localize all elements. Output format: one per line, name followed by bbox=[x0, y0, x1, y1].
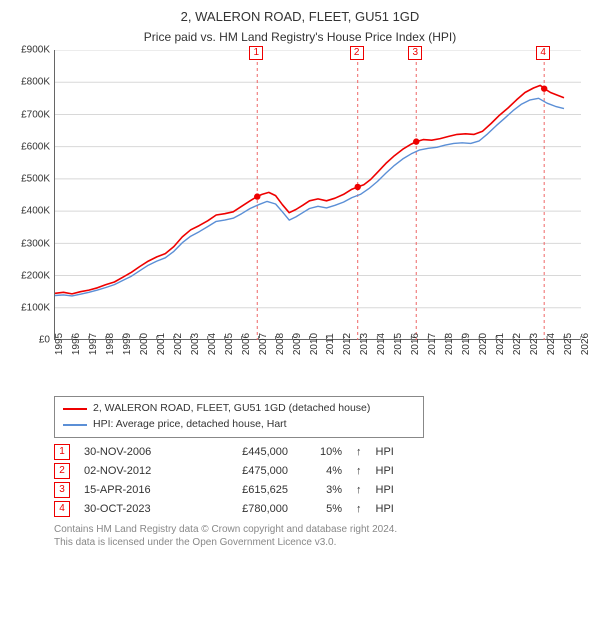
x-tick-label: 1996 bbox=[71, 333, 82, 355]
chart-title: 2, WALERON ROAD, FLEET, GU51 1GD bbox=[10, 8, 590, 26]
sales-row: 1 30-NOV-2006 £445,000 10% ↑ HPI bbox=[54, 444, 590, 460]
sales-table: 1 30-NOV-2006 £445,000 10% ↑ HPI 2 02-NOV-2012 £… bbox=[54, 444, 590, 517]
x-tick-label: 1999 bbox=[122, 333, 133, 355]
sales-badge: 1 bbox=[54, 444, 70, 460]
y-tick-label: £100K bbox=[21, 302, 50, 313]
x-tick-label: 2008 bbox=[275, 333, 286, 355]
y-tick-label: £300K bbox=[21, 238, 50, 249]
x-tick-label: 2013 bbox=[359, 333, 370, 355]
sale-marker-badge: 1 bbox=[249, 46, 263, 60]
x-tick-label: 2015 bbox=[393, 333, 404, 355]
x-tick-label: 2016 bbox=[410, 333, 421, 355]
sales-price: £615,625 bbox=[208, 484, 288, 496]
legend-swatch bbox=[63, 424, 87, 426]
y-tick-label: £800K bbox=[21, 77, 50, 88]
x-tick-label: 2009 bbox=[292, 333, 303, 355]
legend-swatch bbox=[63, 408, 87, 410]
credit-text: Contains HM Land Registry data © Crown c… bbox=[54, 523, 590, 550]
legend-label: 2, WALERON ROAD, FLEET, GU51 1GD (detach… bbox=[93, 401, 370, 417]
y-tick-label: £900K bbox=[21, 45, 50, 56]
arrow-up-icon: ↑ bbox=[356, 446, 362, 458]
x-tick-label: 1997 bbox=[88, 333, 99, 355]
y-tick-label: £0 bbox=[39, 335, 50, 346]
sales-pct: 3% bbox=[302, 484, 342, 496]
sales-date: 02-NOV-2012 bbox=[84, 465, 194, 477]
sales-date: 15-APR-2016 bbox=[84, 484, 194, 496]
x-tick-label: 2014 bbox=[376, 333, 387, 355]
y-tick-label: £500K bbox=[21, 174, 50, 185]
plot-svg bbox=[55, 50, 581, 340]
sale-marker-badge: 3 bbox=[408, 46, 422, 60]
sales-pct: 10% bbox=[302, 446, 342, 458]
sales-badge: 2 bbox=[54, 463, 70, 479]
plot-area bbox=[54, 50, 580, 340]
sales-badge: 4 bbox=[54, 501, 70, 517]
x-tick-label: 2021 bbox=[495, 333, 506, 355]
sales-hpi-label: HPI bbox=[376, 503, 416, 515]
sales-row: 4 30-OCT-2023 £780,000 5% ↑ HPI bbox=[54, 501, 590, 517]
sales-hpi-label: HPI bbox=[376, 465, 416, 477]
legend-item: HPI: Average price, detached house, Hart bbox=[63, 417, 415, 433]
x-tick-label: 1998 bbox=[105, 333, 116, 355]
y-axis: £0£100K£200K£300K£400K£500K£600K£700K£80… bbox=[10, 50, 54, 340]
x-tick-label: 2010 bbox=[309, 333, 320, 355]
sales-row: 2 02-NOV-2012 £475,000 4% ↑ HPI bbox=[54, 463, 590, 479]
x-tick-label: 2012 bbox=[342, 333, 353, 355]
sales-badge: 3 bbox=[54, 482, 70, 498]
x-tick-label: 2002 bbox=[173, 333, 184, 355]
x-tick-label: 2006 bbox=[241, 333, 252, 355]
sales-hpi-label: HPI bbox=[376, 484, 416, 496]
x-tick-label: 2000 bbox=[139, 333, 150, 355]
x-tick-label: 2001 bbox=[156, 333, 167, 355]
credit-line-2: This data is licensed under the Open Gov… bbox=[54, 536, 590, 550]
x-tick-label: 2007 bbox=[258, 333, 269, 355]
x-tick-label: 2023 bbox=[529, 333, 540, 355]
sales-price: £475,000 bbox=[208, 465, 288, 477]
sales-date: 30-OCT-2023 bbox=[84, 503, 194, 515]
sales-row: 3 15-APR-2016 £615,625 3% ↑ HPI bbox=[54, 482, 590, 498]
sales-pct: 5% bbox=[302, 503, 342, 515]
legend-label: HPI: Average price, detached house, Hart bbox=[93, 417, 287, 433]
x-axis: 1995199619971998199920002001200220032004… bbox=[54, 342, 580, 388]
y-tick-label: £400K bbox=[21, 206, 50, 217]
x-tick-label: 2018 bbox=[444, 333, 455, 355]
legend: 2, WALERON ROAD, FLEET, GU51 1GD (detach… bbox=[54, 396, 424, 438]
x-tick-label: 2026 bbox=[580, 333, 591, 355]
y-tick-label: £700K bbox=[21, 109, 50, 120]
x-tick-label: 2020 bbox=[478, 333, 489, 355]
y-tick-label: £200K bbox=[21, 270, 50, 281]
arrow-up-icon: ↑ bbox=[356, 465, 362, 477]
chart-container: 2, WALERON ROAD, FLEET, GU51 1GD Price p… bbox=[0, 0, 600, 554]
sales-price: £780,000 bbox=[208, 503, 288, 515]
x-tick-label: 2003 bbox=[190, 333, 201, 355]
x-tick-label: 2004 bbox=[207, 333, 218, 355]
x-tick-label: 2019 bbox=[461, 333, 472, 355]
x-tick-label: 2024 bbox=[546, 333, 557, 355]
x-tick-label: 2017 bbox=[427, 333, 438, 355]
arrow-up-icon: ↑ bbox=[356, 503, 362, 515]
y-tick-label: £600K bbox=[21, 141, 50, 152]
chart-subtitle: Price paid vs. HM Land Registry's House … bbox=[10, 30, 590, 44]
arrow-up-icon: ↑ bbox=[356, 484, 362, 496]
x-tick-label: 1995 bbox=[54, 333, 65, 355]
sale-marker-badge: 4 bbox=[536, 46, 550, 60]
x-tick-label: 2005 bbox=[224, 333, 235, 355]
credit-line-1: Contains HM Land Registry data © Crown c… bbox=[54, 523, 590, 537]
x-tick-label: 2025 bbox=[563, 333, 574, 355]
sales-date: 30-NOV-2006 bbox=[84, 446, 194, 458]
sales-pct: 4% bbox=[302, 465, 342, 477]
chart-area: £0 £100K £200K £300K £400K £500K £600K £700K £80… bbox=[10, 50, 590, 390]
x-tick-label: 2022 bbox=[512, 333, 523, 355]
legend-item: 2, WALERON ROAD, FLEET, GU51 1GD (detach… bbox=[63, 401, 415, 417]
x-tick-label: 2011 bbox=[325, 333, 336, 355]
sales-price: £445,000 bbox=[208, 446, 288, 458]
sale-marker-badge: 2 bbox=[350, 46, 364, 60]
sales-hpi-label: HPI bbox=[376, 446, 416, 458]
